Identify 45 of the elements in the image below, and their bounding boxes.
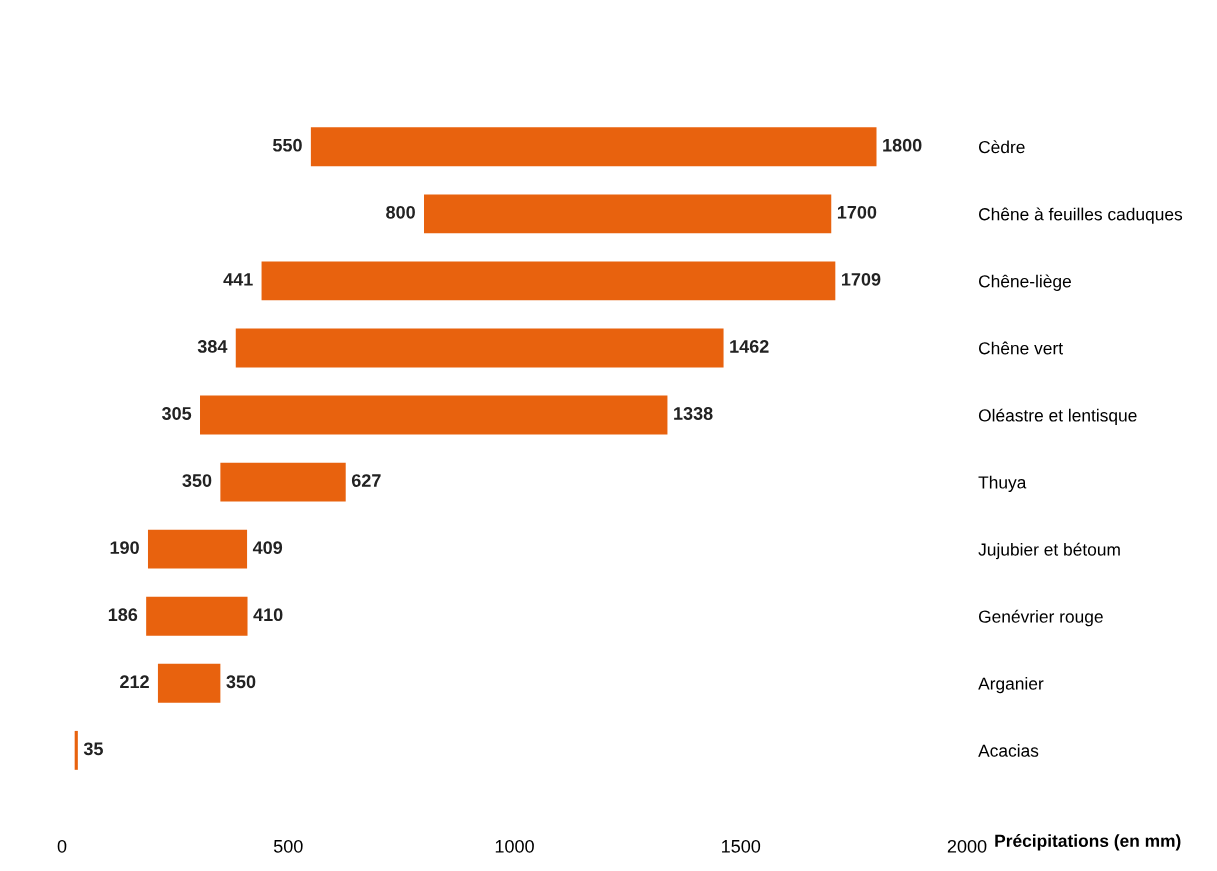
annotation: 186 xyxy=(108,608,138,622)
bar xyxy=(235,328,724,368)
bar xyxy=(424,194,832,234)
y-tick-label: Acacias xyxy=(978,744,1039,757)
data-label: 627 xyxy=(351,474,381,487)
y-tick-label: Chêne à feuilles caduques xyxy=(978,207,1183,224)
y-tick-label: Chêne vert xyxy=(978,341,1063,355)
data-label: 1709 xyxy=(842,272,881,286)
x-tick-label: 0 xyxy=(57,839,67,853)
bar xyxy=(146,596,248,636)
bar xyxy=(147,529,248,569)
y-tick-label: Thuya xyxy=(978,475,1027,492)
x-tick-label: 500 xyxy=(273,839,303,853)
annotation: 190 xyxy=(110,541,139,555)
x-tick-label: 1500 xyxy=(722,839,761,853)
bar xyxy=(157,663,221,703)
data-label: 1462 xyxy=(730,340,769,353)
y-tick-label: Jujubier et bétoum xyxy=(978,542,1120,560)
bar xyxy=(200,395,668,435)
data-label: 1800 xyxy=(883,138,922,152)
data-label: 409 xyxy=(252,541,283,555)
y-tick-label: Cèdre xyxy=(978,140,1025,154)
bar xyxy=(261,261,836,301)
data-label: 1700 xyxy=(837,205,877,219)
y-tick-label: Arganier xyxy=(978,677,1044,694)
bar xyxy=(220,462,346,502)
x-tick-label: 2000 xyxy=(947,839,987,853)
x-tick-label: 1000 xyxy=(495,839,534,853)
bar xyxy=(310,127,877,167)
annotation: 441 xyxy=(223,273,253,286)
data-label: 35 xyxy=(83,742,103,756)
annotation: 305 xyxy=(161,407,192,420)
data-label: 1338 xyxy=(674,407,713,420)
y-tick-label: Genévrier rouge xyxy=(978,609,1103,627)
annotation: 212 xyxy=(120,675,149,688)
annotation: 800 xyxy=(386,205,415,219)
x-axis-title: Précipitations (en mm) xyxy=(995,834,1181,851)
annotation: 550 xyxy=(272,138,302,152)
y-tick-label: Oléastre et lentisque xyxy=(978,408,1137,426)
data-label: 350 xyxy=(226,675,256,689)
annotation: 350 xyxy=(182,474,212,487)
annotation: 384 xyxy=(197,340,228,353)
y-tick-label: Chêne-liège xyxy=(978,274,1071,291)
bar xyxy=(74,730,78,770)
data-label: 410 xyxy=(253,608,283,622)
